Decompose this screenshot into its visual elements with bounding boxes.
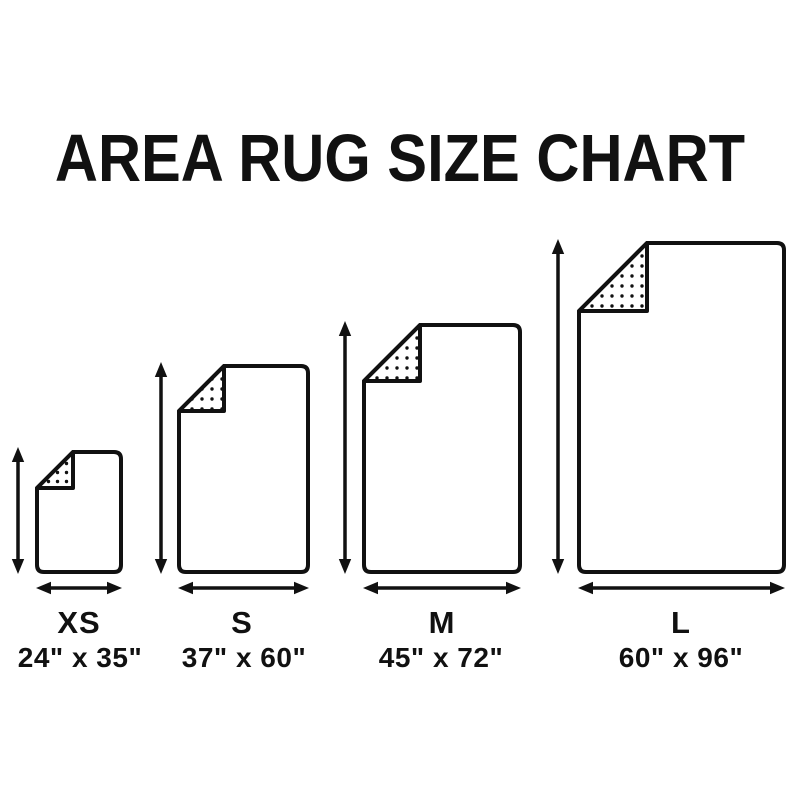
dimensions-label: 45" x 72" [378,642,504,673]
rug-illustration [362,323,522,574]
height-arrow-icon [11,447,25,574]
size-label: M [428,605,456,640]
size-label: XS [57,605,101,640]
width-arrow-icon [178,581,309,595]
size-label: L [671,605,691,640]
chart-title: AREA RUG SIZE CHART [54,121,746,196]
dimensions-label: 24" x 35" [17,642,143,673]
rug-illustration [577,241,786,574]
width-arrow-icon [578,581,785,595]
dimensions-label: 60" x 96" [618,642,744,673]
width-arrow-icon [363,581,521,595]
size-label: S [231,605,253,640]
height-arrow-icon [338,321,352,574]
height-arrow-icon [154,362,168,574]
rug-illustration [35,450,123,574]
width-arrow-icon [36,581,122,595]
rug-illustration [177,364,310,574]
dimensions-label: 37" x 60" [181,642,307,673]
height-arrow-icon [551,239,565,574]
